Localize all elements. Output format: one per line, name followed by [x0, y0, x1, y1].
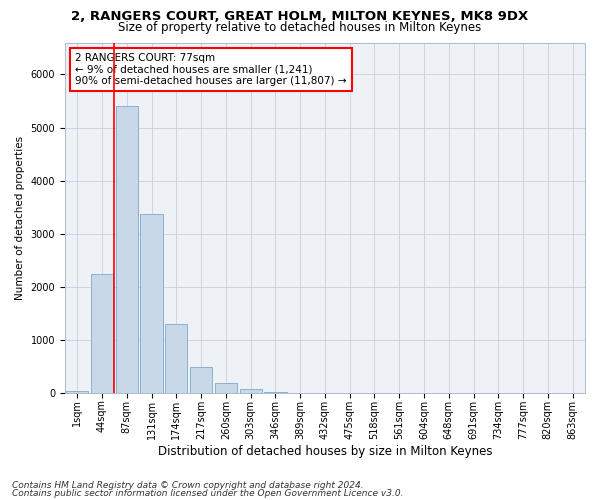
Text: Contains public sector information licensed under the Open Government Licence v3: Contains public sector information licen…	[12, 489, 404, 498]
Text: 2 RANGERS COURT: 77sqm
← 9% of detached houses are smaller (1,241)
90% of semi-d: 2 RANGERS COURT: 77sqm ← 9% of detached …	[76, 53, 347, 86]
Bar	[190, 367, 212, 393]
X-axis label: Distribution of detached houses by size in Milton Keynes: Distribution of detached houses by size …	[158, 444, 492, 458]
Bar	[165, 324, 187, 393]
Bar	[116, 106, 138, 393]
Text: 2, RANGERS COURT, GREAT HOLM, MILTON KEYNES, MK8 9DX: 2, RANGERS COURT, GREAT HOLM, MILTON KEY…	[71, 10, 529, 23]
Bar	[91, 274, 113, 393]
Bar	[215, 383, 237, 393]
Bar	[140, 214, 163, 393]
Bar	[264, 392, 287, 393]
Y-axis label: Number of detached properties: Number of detached properties	[15, 136, 25, 300]
Text: Size of property relative to detached houses in Milton Keynes: Size of property relative to detached ho…	[118, 21, 482, 34]
Bar	[66, 390, 88, 393]
Text: Contains HM Land Registry data © Crown copyright and database right 2024.: Contains HM Land Registry data © Crown c…	[12, 481, 364, 490]
Bar	[239, 389, 262, 393]
